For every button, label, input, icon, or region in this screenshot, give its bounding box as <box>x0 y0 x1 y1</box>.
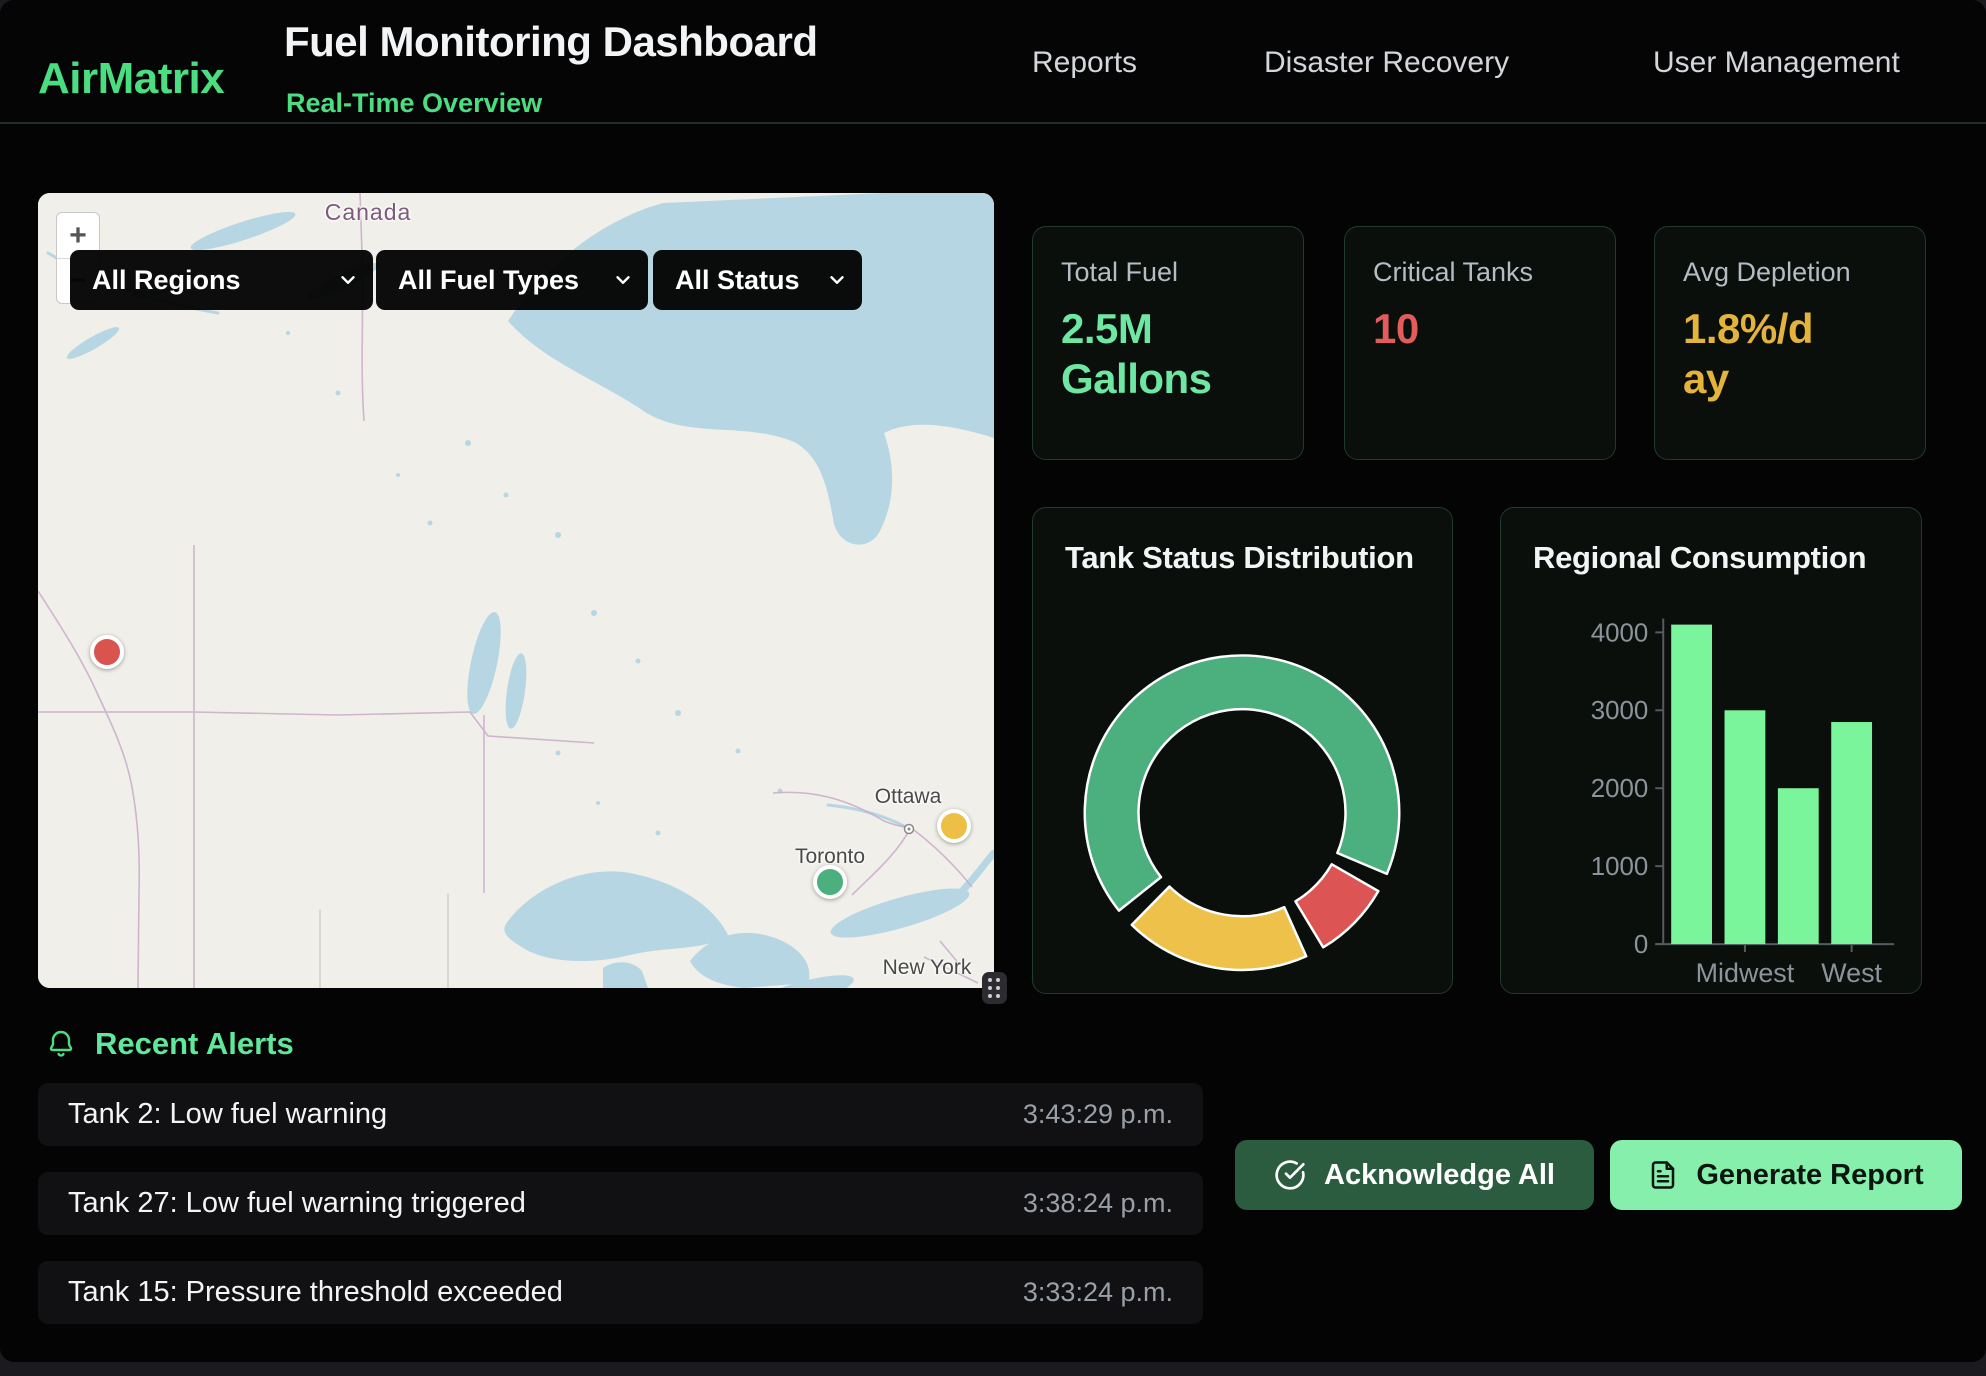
recent-alerts-header: Recent Alerts <box>45 1026 294 1062</box>
region-filter-select[interactable]: All Regions <box>70 250 373 310</box>
generate-report-button[interactable]: Generate Report <box>1610 1140 1962 1210</box>
status-filter-select[interactable]: All Status <box>653 250 862 310</box>
svg-text:West: West <box>1821 958 1882 988</box>
svg-text:0: 0 <box>1634 931 1648 959</box>
page-title: Fuel Monitoring Dashboard <box>284 18 818 65</box>
stat-value: 2.5M Gallons <box>1061 305 1212 402</box>
svg-text:3000: 3000 <box>1591 697 1649 725</box>
fuel-type-filter-label: All Fuel Types <box>398 264 580 295</box>
stat-label: Total Fuel <box>1061 257 1179 287</box>
resize-grip-handle[interactable] <box>982 972 1007 1004</box>
regional-consumption-card: Regional Consumption 0 1000 2000 3000 4000 Mi… <box>1500 507 1922 994</box>
map-marker-warning[interactable] <box>937 809 971 843</box>
status-filter-label: All Status <box>675 264 800 295</box>
stat-value: 10 <box>1373 305 1419 352</box>
alert-time: 3:33:24 p.m. <box>1022 1277 1173 1307</box>
svg-text:1000: 1000 <box>1591 853 1649 881</box>
recent-alerts-title: Recent Alerts <box>95 1026 294 1061</box>
map-marker-critical[interactable] <box>90 635 124 669</box>
map-marker-normal[interactable] <box>813 865 847 899</box>
svg-text:4000: 4000 <box>1591 619 1649 647</box>
generate-report-label: Generate Report <box>1696 1158 1924 1191</box>
alert-row[interactable]: Tank 2: Low fuel warning 3:43:29 p.m. <box>38 1083 1203 1146</box>
nav-item-disaster-recovery[interactable]: Disaster Recovery <box>1264 46 1510 79</box>
bell-icon <box>49 1030 73 1057</box>
ottawa-town-icon <box>903 823 915 835</box>
alert-row[interactable]: Tank 15: Pressure threshold exceeded 3:3… <box>38 1261 1203 1324</box>
alert-message: Tank 27: Low fuel warning triggered <box>68 1187 526 1219</box>
stat-card-critical-tanks: Critical Tanks 10 <box>1344 226 1616 460</box>
alert-time: 3:38:24 p.m. <box>1022 1188 1173 1218</box>
chevron-down-icon <box>341 276 355 284</box>
nav-item-user-management[interactable]: User Management <box>1653 46 1900 79</box>
check-circle-icon <box>1275 1160 1305 1190</box>
svg-text:Midwest: Midwest <box>1696 958 1795 988</box>
alert-row[interactable]: Tank 27: Low fuel warning triggered 3:38… <box>38 1172 1203 1235</box>
stat-card-total-fuel: Total Fuel 2.5M Gallons <box>1032 226 1304 460</box>
tank-status-donut-chart <box>1083 654 1401 972</box>
alert-message: Tank 2: Low fuel warning <box>68 1098 388 1130</box>
map-canvas <box>38 193 994 988</box>
acknowledge-all-label: Acknowledge All <box>1324 1158 1555 1191</box>
brand-logo: AirMatrix <box>38 54 225 103</box>
alert-time: 3:43:29 p.m. <box>1022 1099 1173 1129</box>
alert-message: Tank 15: Pressure threshold exceeded <box>68 1276 563 1308</box>
stat-label: Avg Depletion <box>1683 257 1851 287</box>
chart-title: Regional Consumption <box>1533 540 1867 575</box>
stat-value: 1.8%/day <box>1683 305 1814 402</box>
regional-consumption-bar-chart: 0 1000 2000 3000 4000 Midwest West <box>1591 618 1895 988</box>
page-subtitle: Real-Time Overview <box>286 88 543 118</box>
nav-item-reports[interactable]: Reports <box>1032 46 1138 79</box>
chevron-down-icon <box>830 276 844 284</box>
acknowledge-all-button[interactable]: Acknowledge All <box>1235 1140 1594 1210</box>
chart-title: Tank Status Distribution <box>1065 540 1414 575</box>
chevron-down-icon <box>616 276 630 284</box>
stat-label: Critical Tanks <box>1373 257 1534 287</box>
file-text-icon <box>1652 1161 1675 1189</box>
tank-status-distribution-card: Tank Status Distribution <box>1032 507 1453 994</box>
svg-text:2000: 2000 <box>1591 775 1649 803</box>
zoom-in-button[interactable]: + <box>69 218 87 252</box>
fuel-map[interactable]: Canada Ottawa Toronto New York + − All R… <box>38 193 994 988</box>
region-filter-label: All Regions <box>92 264 241 295</box>
fuel-type-filter-select[interactable]: All Fuel Types <box>376 250 648 310</box>
stat-card-avg-depletion: Avg Depletion 1.8%/day <box>1654 226 1926 460</box>
header-bar: AirMatrix Fuel Monitoring Dashboard Real… <box>0 0 1986 124</box>
